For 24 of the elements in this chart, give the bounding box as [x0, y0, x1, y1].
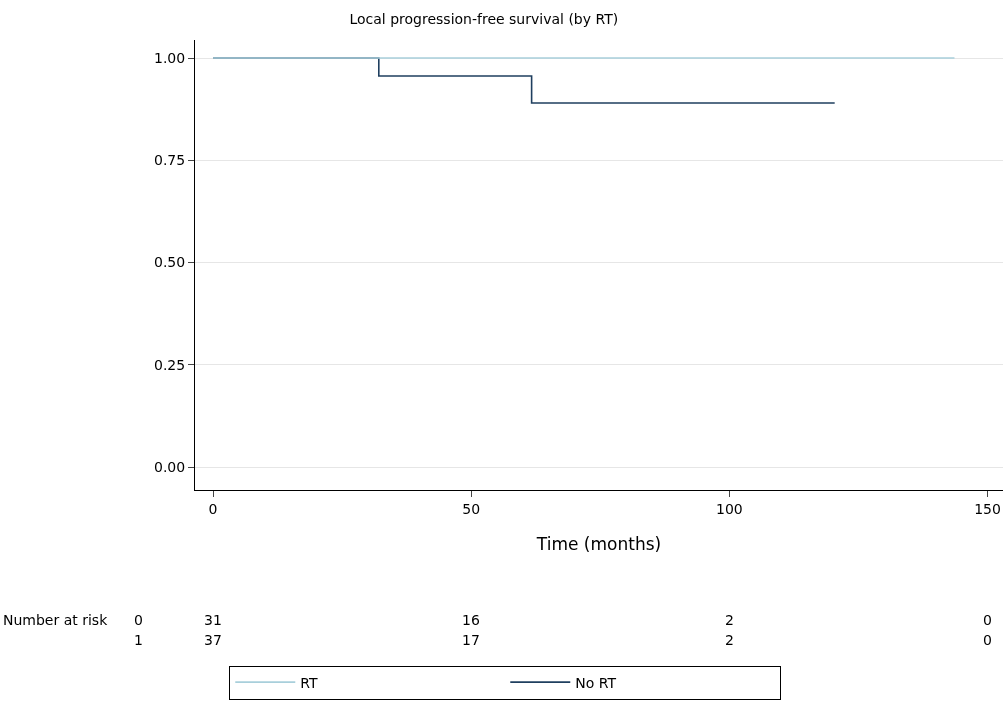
text: 0 [134, 612, 143, 628]
x-tick-label: 100 [715, 500, 743, 517]
x-tick-label: 0 [208, 500, 218, 517]
y-tick-label: 0.75 [154, 152, 186, 169]
y-tick-label: 1.00 [154, 49, 186, 66]
legend-label: RT [300, 674, 318, 691]
y-tick-label: 0.00 [154, 458, 186, 475]
text: 16 [462, 612, 480, 628]
text: 2 [725, 632, 734, 648]
text: 17 [462, 632, 480, 648]
x-tick-label: 150 [974, 500, 1001, 517]
y-tick-label: 0.50 [154, 254, 186, 271]
text: 2 [725, 612, 734, 628]
text: 37 [204, 632, 222, 648]
text: 31 [204, 612, 222, 628]
text: Number at risk [3, 612, 109, 628]
text: 0 [983, 632, 992, 648]
chart-title: Local progression-free survival (by RT) [349, 11, 619, 28]
x-axis-title: Time (months) [535, 534, 662, 555]
y-tick-label: 0.25 [154, 356, 186, 373]
text: 1 [134, 632, 143, 648]
x-tick-label: 50 [462, 500, 481, 517]
text: 0 [983, 612, 992, 628]
legend-label: No RT [575, 674, 617, 691]
